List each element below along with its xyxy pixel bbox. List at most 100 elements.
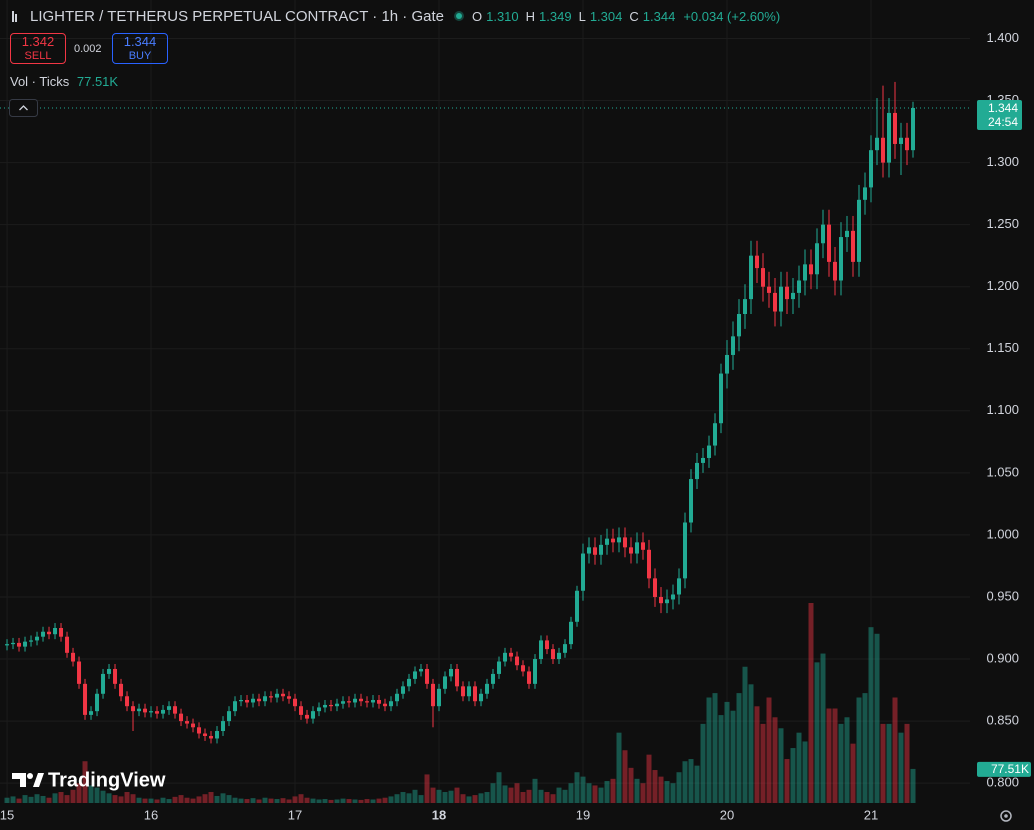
candle-body [899,137,904,144]
candle-body [311,711,316,719]
candle-body [911,107,916,151]
volume-bar [850,743,856,803]
candle-body [851,230,856,262]
candle-body [647,549,652,579]
volume-bar [442,792,448,803]
candle-body [665,599,670,604]
candle-body [293,698,298,707]
candle-body [107,668,112,674]
volume-bar [292,796,298,803]
ohlc-value: 1.304 [589,8,623,24]
candle-body [77,661,82,684]
candle-body [365,701,370,703]
candle-body [743,299,748,315]
volume-bar [94,787,100,803]
change: +0.034 (+2.60%) [683,8,781,24]
volume-bar [760,723,766,803]
volume-bar [250,798,256,803]
candle-body [545,640,550,650]
buy-price[interactable]: 1.344 [123,34,157,49]
sell-price[interactable]: 1.342 [21,34,55,49]
candle-body [29,640,34,642]
candle-body [161,709,166,714]
y-tick-label: 1.400 [986,30,1019,45]
candle-body [695,462,700,480]
volume-bar [418,795,424,803]
countdown: 24:54 [988,115,1018,129]
volume-bar [448,790,454,803]
volume-bar [490,783,496,803]
volume-bar [496,772,502,803]
volume-legend-value: 77.51K [76,74,119,89]
volume-bar [58,792,64,803]
logo-mark [27,773,33,779]
candle-body [275,693,280,698]
volume-bar [298,794,304,803]
volume-bar [670,783,676,803]
candle-body [557,652,562,660]
candle-body [887,112,892,163]
collapse-button[interactable] [9,99,38,117]
volume-bar [598,787,604,803]
settings-gear[interactable] [1000,810,1012,822]
last-price-box [977,99,1022,130]
candle-body [263,696,268,702]
x-tick-label: 16 [144,807,158,822]
candle-body [791,292,796,300]
sell-label[interactable]: SELL [24,50,52,62]
volume-legend: Vol · Ticks 77.51K [10,74,118,89]
volume-bar [358,799,364,803]
candle-body [623,537,628,548]
volume-bar [796,732,802,803]
volume-bar [874,633,880,803]
candle-body [629,547,634,554]
volume-bar [406,793,412,803]
candle-body [485,683,490,694]
volume-bar [262,797,268,803]
volume-bar [256,799,262,803]
candle-body [587,547,592,554]
collapse-frame[interactable] [9,99,38,117]
candle-body [119,683,124,697]
ohlc-key: L [578,8,586,24]
y-tick-label: 0.850 [986,713,1019,728]
settings-gear[interactable] [1004,814,1008,818]
candle-body [509,652,514,657]
candle-body [89,711,94,715]
candle-body [869,150,874,188]
volume-bar [880,723,886,803]
candle-body [353,698,358,703]
collapse-icon[interactable] [19,105,28,111]
volume-bar [10,796,16,803]
candle-body [317,707,322,712]
settings-icon[interactable] [1000,810,1012,822]
sell-button[interactable]: 1.342 SELL [10,33,66,64]
volume-layer [4,603,916,803]
volume-bar [382,797,388,803]
candle-body [401,686,406,694]
candle-body [101,673,106,694]
volume-bar [724,701,730,803]
buy-button[interactable]: 1.344 BUY [112,33,168,64]
status-dot [453,11,464,21]
candle-body [527,671,532,684]
candle-body [23,641,28,647]
volume-bar [370,799,376,803]
volume-bar [472,795,478,803]
candle-body [323,704,328,708]
candle-body [11,642,16,645]
candle-body [635,542,640,554]
candle-body [335,703,340,707]
candle-body [833,261,838,281]
candle-body [191,723,196,728]
buy-label[interactable]: BUY [128,50,152,62]
volume-bar [124,792,130,803]
symbol-glyph [12,11,17,22]
candle-body [737,314,742,337]
volume-bar [634,778,640,803]
volume-bar [274,799,280,803]
candle-body [221,721,226,732]
volume-bar [682,761,688,803]
